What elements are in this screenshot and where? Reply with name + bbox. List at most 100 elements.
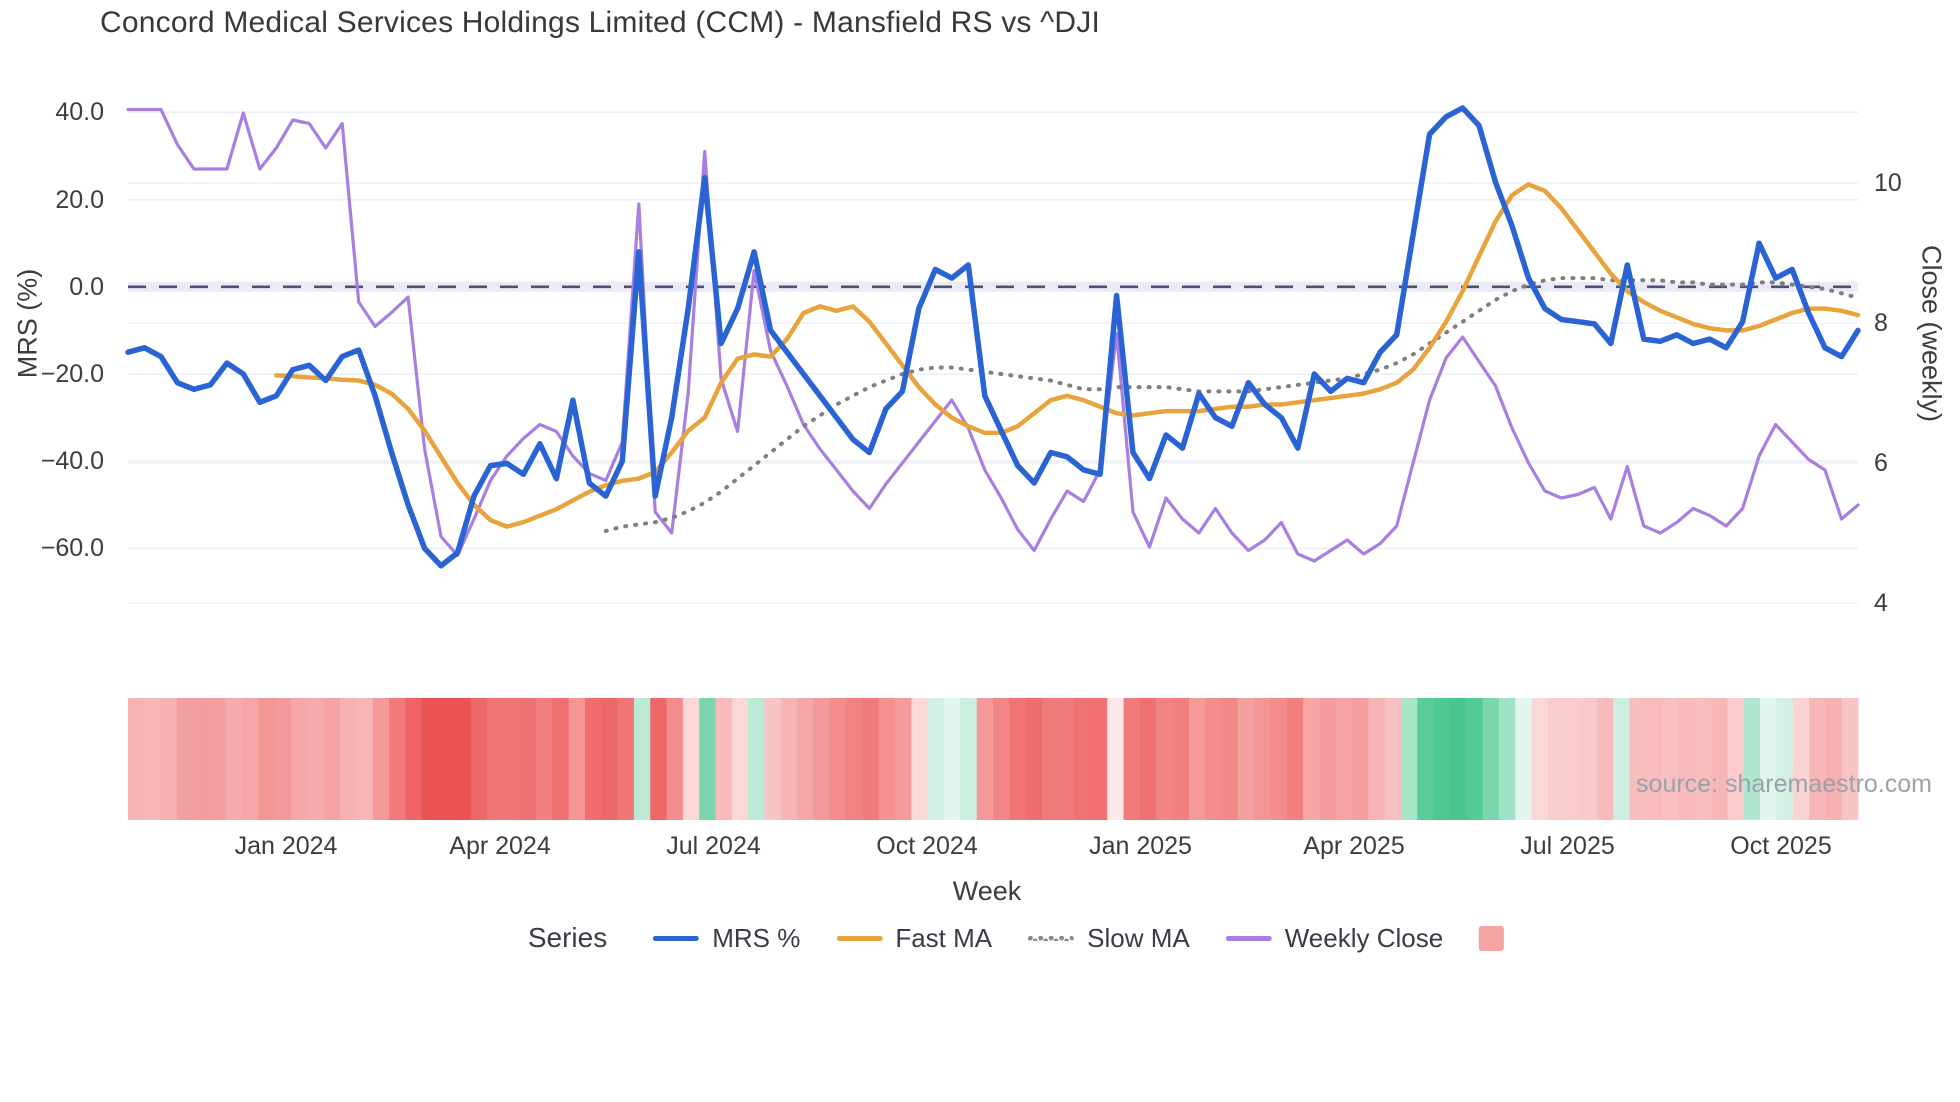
heatmap-cell: [1417, 698, 1435, 820]
left-tick-label: 20.0: [55, 185, 104, 214]
heatmap-cell: [1466, 698, 1484, 820]
left-tick-label: −60.0: [40, 534, 104, 563]
heatmap-cell: [193, 698, 211, 820]
heatmap-cell: [1368, 698, 1386, 820]
right-tick-label: 10: [1874, 169, 1902, 197]
heatmap-cell: [176, 698, 194, 820]
heatmap-cell: [1319, 698, 1337, 820]
heatmap-cell: [731, 698, 749, 820]
heatmap-cell: [1596, 698, 1614, 820]
heatmap-cell: [356, 698, 374, 820]
heatmap-cell: [274, 698, 292, 820]
left-tick-label: −20.0: [40, 360, 104, 388]
right-tick-label: 6: [1874, 449, 1888, 477]
weekly-close-line: [126, 107, 1860, 563]
heatmap-cell: [1776, 698, 1794, 820]
heatmap-cell: [291, 698, 309, 820]
zero-band: [128, 281, 1858, 292]
heatmap-cell: [699, 698, 717, 820]
heatmap-cell: [470, 698, 488, 820]
heatmap-cell: [1123, 698, 1141, 820]
left-tick-label: −40.0: [40, 447, 104, 476]
heatmap-cell: [764, 698, 782, 820]
heatmap-cell: [1809, 698, 1826, 820]
heatmap-cell: [682, 698, 700, 820]
heatmap-cell: [1221, 698, 1239, 820]
heatmap-cell: [1156, 698, 1174, 820]
x-tick-label: Jul 2025: [1520, 832, 1615, 860]
heatmap-cell: [748, 698, 766, 820]
page-title: Concord Medical Services Holdings Limite…: [100, 6, 1101, 39]
heatmap-cell: [1662, 698, 1679, 820]
legend: Series MRS % Fast MA Slow MA Weekly Clos…: [528, 922, 1505, 954]
mrs--line: [125, 105, 1861, 569]
fast-ma-line: [274, 182, 1861, 529]
heatmap-cell: [454, 698, 472, 820]
heatmap-cell: [160, 698, 178, 820]
heatmap-cell: [1107, 698, 1125, 820]
legend-item-mrs[interactable]: MRS %: [653, 923, 800, 954]
heatmap-cell: [340, 698, 357, 820]
heatmap-cell: [1188, 698, 1206, 820]
legend-item-weekly-close[interactable]: Weekly Close: [1225, 923, 1443, 954]
heatmap-cell: [944, 698, 961, 820]
heatmap-cell: [1025, 698, 1043, 820]
heatmap-cell: [829, 698, 847, 820]
heatmap-cell: [666, 698, 684, 820]
legend-item-slow-ma[interactable]: Slow MA: [1028, 923, 1190, 954]
heatmap-cell: [1270, 698, 1288, 820]
legend-item-heatmap[interactable]: [1479, 925, 1505, 951]
heatmap-cell: [633, 698, 651, 820]
heatmap-cell: [1335, 698, 1353, 820]
heatmap-swatch-icon: [1479, 925, 1505, 951]
heatmap-cell: [225, 698, 243, 820]
heatmap-cell: [323, 698, 341, 820]
heatmap-cell: [1433, 698, 1451, 820]
x-tick-label: Oct 2024: [876, 832, 978, 860]
heatmap-cell: [617, 698, 635, 820]
heatmap-cell: [1792, 698, 1810, 820]
heatmap-cell: [878, 698, 896, 820]
heatmap-cell: [372, 698, 390, 820]
heatmap-cell: [1482, 698, 1500, 820]
heatmap-cell: [780, 698, 798, 820]
heatmap-cell: [1384, 698, 1402, 820]
heatmap-cell: [911, 698, 929, 820]
heatmap-cell: [976, 698, 994, 820]
heatmap-cell: [438, 698, 455, 820]
heatmap-cell: [715, 698, 733, 820]
heatmap-cell: [1531, 698, 1549, 820]
heatmap-cell: [209, 698, 227, 820]
legend-label-mrs: MRS %: [712, 922, 801, 953]
heatmap-cell: [895, 698, 912, 820]
heatmap-cell: [797, 698, 814, 820]
heatmap-cell: [1286, 698, 1304, 820]
heatmap-cell: [1401, 698, 1418, 820]
heatmap-cell: [1629, 698, 1647, 820]
heatmap-cell: [1498, 698, 1516, 820]
heatmap-cell: [1074, 698, 1092, 820]
heatmap-cell: [144, 698, 162, 820]
heatmap-cell: [1760, 698, 1777, 820]
heatmap-cell: [1678, 698, 1696, 820]
heatmap-cell: [1009, 698, 1027, 820]
weekly-close-swatch-icon: [1225, 935, 1272, 941]
heatmap-cell: [813, 698, 831, 820]
legend-item-fast-ma[interactable]: Fast MA: [836, 923, 992, 954]
heatmap-cell: [307, 698, 325, 820]
slow-ma-line: [603, 276, 1860, 533]
heatmap-cell: [1303, 698, 1320, 820]
heatmap-cell: [552, 698, 570, 820]
fast-ma-swatch-icon: [836, 935, 883, 941]
heatmap-cell: [405, 698, 423, 820]
heatmap-cell: [1613, 698, 1631, 820]
x-tick-label: Jan 2024: [234, 832, 338, 860]
heatmap-cell: [1352, 698, 1369, 820]
heatmap-cell: [650, 698, 668, 820]
legend-label-slow-ma: Slow MA: [1087, 922, 1190, 953]
heatmap-cell: [1254, 698, 1271, 820]
heatmap-cell: [1564, 698, 1582, 820]
heatmap-cell: [1172, 698, 1190, 820]
slow-ma-swatch-icon: [1028, 935, 1075, 941]
